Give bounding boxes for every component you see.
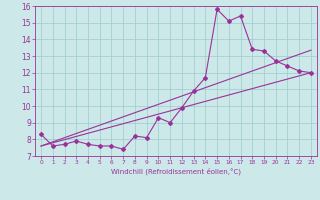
X-axis label: Windchill (Refroidissement éolien,°C): Windchill (Refroidissement éolien,°C) <box>111 168 241 175</box>
